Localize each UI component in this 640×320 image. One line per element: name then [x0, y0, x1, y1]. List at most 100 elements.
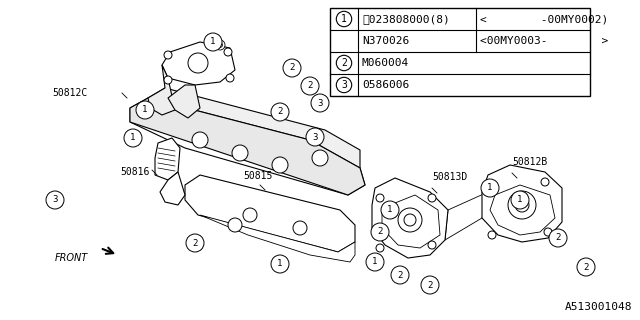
Text: 2: 2 — [289, 63, 294, 73]
Circle shape — [218, 43, 223, 47]
Text: 0586006: 0586006 — [362, 80, 409, 90]
Text: 1: 1 — [517, 196, 523, 204]
Text: 2: 2 — [397, 270, 403, 279]
Text: 50813D: 50813D — [432, 172, 467, 182]
Circle shape — [555, 235, 565, 245]
Circle shape — [488, 231, 496, 239]
Text: 1: 1 — [211, 37, 216, 46]
Circle shape — [372, 259, 382, 269]
Polygon shape — [200, 215, 355, 262]
Polygon shape — [445, 192, 488, 240]
Circle shape — [376, 194, 384, 202]
Circle shape — [215, 40, 225, 50]
Polygon shape — [490, 185, 555, 235]
Circle shape — [228, 218, 242, 232]
Circle shape — [336, 55, 352, 71]
Polygon shape — [148, 88, 360, 168]
Circle shape — [428, 194, 436, 202]
Circle shape — [515, 198, 529, 212]
Circle shape — [487, 185, 497, 195]
Text: 3: 3 — [317, 99, 323, 108]
Circle shape — [46, 191, 64, 209]
Circle shape — [312, 150, 328, 166]
Text: FRONT: FRONT — [55, 253, 88, 263]
Circle shape — [583, 263, 593, 273]
Circle shape — [186, 234, 204, 252]
Text: 3: 3 — [312, 132, 317, 141]
Polygon shape — [162, 42, 235, 85]
Circle shape — [204, 33, 222, 51]
Text: 2: 2 — [341, 58, 347, 68]
Bar — [330, 8, 590, 96]
Circle shape — [305, 85, 310, 91]
Circle shape — [429, 284, 435, 290]
Text: 2: 2 — [583, 262, 589, 271]
Circle shape — [488, 181, 496, 189]
Text: 2: 2 — [428, 281, 433, 290]
Circle shape — [277, 108, 287, 118]
Circle shape — [278, 261, 288, 271]
Circle shape — [520, 199, 525, 204]
Circle shape — [164, 76, 172, 84]
Circle shape — [508, 191, 536, 219]
Circle shape — [336, 11, 352, 27]
Text: 2: 2 — [307, 82, 313, 91]
Circle shape — [577, 258, 595, 276]
Text: 1: 1 — [487, 183, 493, 193]
Circle shape — [490, 188, 495, 193]
Circle shape — [371, 223, 389, 241]
Polygon shape — [155, 138, 180, 180]
Circle shape — [481, 179, 499, 197]
Text: 2: 2 — [556, 234, 561, 243]
Circle shape — [511, 191, 529, 209]
Circle shape — [397, 272, 407, 282]
Polygon shape — [130, 98, 365, 195]
Circle shape — [283, 59, 301, 77]
Circle shape — [226, 74, 234, 82]
Circle shape — [192, 132, 208, 148]
Circle shape — [544, 228, 552, 236]
Polygon shape — [168, 85, 200, 118]
Text: 2: 2 — [277, 108, 283, 116]
Text: M060004: M060004 — [362, 58, 409, 68]
Text: 50812B: 50812B — [512, 157, 547, 167]
Circle shape — [232, 145, 248, 161]
Circle shape — [381, 201, 399, 219]
Circle shape — [193, 240, 203, 250]
Text: 1: 1 — [131, 133, 136, 142]
Circle shape — [398, 208, 422, 232]
Circle shape — [287, 68, 292, 73]
Circle shape — [387, 208, 397, 218]
Circle shape — [131, 138, 136, 142]
Circle shape — [272, 157, 288, 173]
Circle shape — [376, 244, 384, 252]
Circle shape — [390, 211, 394, 215]
Circle shape — [293, 221, 307, 235]
Text: 3: 3 — [52, 196, 58, 204]
Text: N370026: N370026 — [362, 36, 409, 46]
Text: 1: 1 — [341, 14, 347, 24]
Circle shape — [164, 51, 172, 59]
Circle shape — [224, 48, 232, 56]
Text: <        -00MY0002): < -00MY0002) — [480, 14, 608, 24]
Circle shape — [391, 266, 409, 284]
Polygon shape — [185, 175, 355, 252]
Circle shape — [316, 102, 321, 108]
Circle shape — [280, 263, 285, 268]
Circle shape — [301, 77, 319, 95]
Circle shape — [243, 208, 257, 222]
Text: 2: 2 — [192, 238, 198, 247]
Text: 1: 1 — [142, 106, 148, 115]
Text: 50815: 50815 — [243, 171, 273, 181]
Circle shape — [374, 261, 380, 267]
Circle shape — [557, 237, 563, 243]
Circle shape — [311, 94, 329, 112]
Circle shape — [143, 109, 148, 115]
Circle shape — [188, 53, 208, 73]
Polygon shape — [148, 65, 175, 115]
Circle shape — [271, 255, 289, 273]
Circle shape — [53, 197, 63, 207]
Polygon shape — [482, 165, 562, 242]
Circle shape — [56, 199, 61, 204]
Circle shape — [280, 110, 285, 116]
